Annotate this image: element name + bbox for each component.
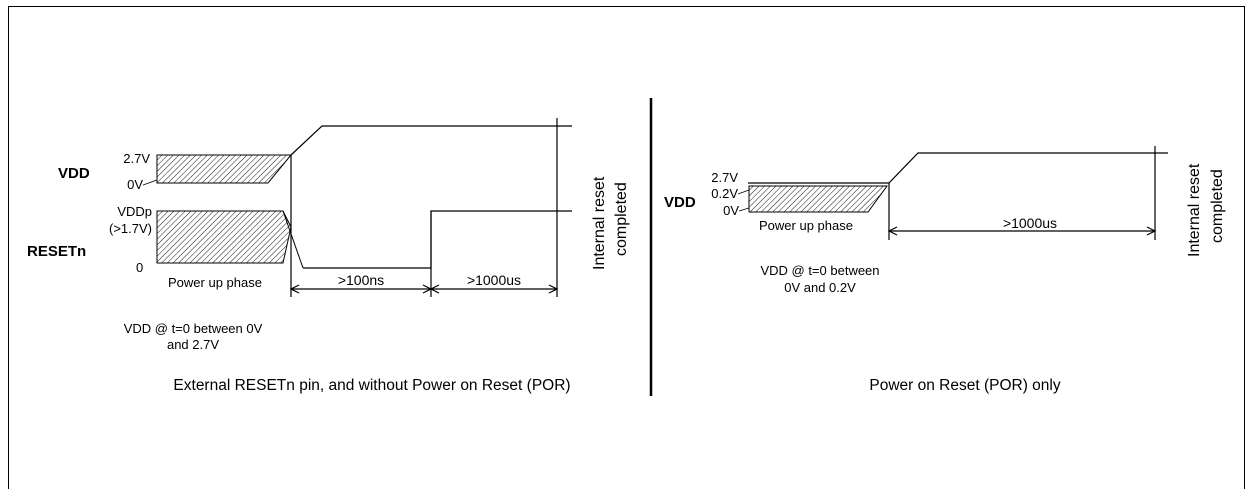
left-reset-high-label: VDDp — [117, 204, 152, 219]
left-reset-cross-line — [282, 210, 304, 269]
right-vdd-label: VDD — [664, 194, 696, 211]
right-internal-line-2: completed — [1209, 169, 1226, 243]
left-vdd-high-label: 2.7V — [123, 151, 150, 166]
left-note-line-1: VDD @ t=0 between 0V — [124, 321, 263, 336]
left-internal-line-2: completed — [613, 182, 630, 256]
right-vdd-hatched-region — [748, 185, 888, 213]
left-caption: External RESETn pin, and without Power o… — [173, 377, 570, 394]
right-caption: Power on Reset (POR) only — [869, 377, 1060, 394]
left-reset-high-note: (>1.7V) — [109, 221, 152, 236]
left-reset-low-label: 0 — [136, 260, 143, 275]
left-reset-waveform — [303, 210, 572, 269]
right-vdd-waveform — [888, 152, 1168, 184]
left-vdd-waveform — [290, 125, 572, 156]
right-arrow-2 — [1146, 226, 1157, 236]
left-vdd-low-label: 0V — [127, 177, 143, 192]
right-vdd-high-label: 2.7V — [711, 170, 738, 185]
right-vdd-mid-label: 0.2V — [711, 186, 738, 201]
left-vdd-low-leader — [142, 179, 158, 186]
right-note-line-1: VDD @ t=0 between — [760, 263, 879, 278]
right-internal-line-1: Internal reset — [1186, 163, 1203, 257]
right-arrow-1 — [887, 226, 898, 236]
left-delay-2-label: >1000us — [467, 272, 521, 288]
left-reset-hatched-region — [156, 210, 292, 264]
right-note-line-2: 0V and 0.2V — [784, 280, 856, 295]
left-panel: 2.7V 0V VDD VDDp (>1.7V) RESETn 0 Power … — [27, 118, 630, 394]
right-vdd-mid-leader — [737, 189, 750, 195]
left-note-line-2: and 2.7V — [167, 337, 219, 352]
left-reset-label: RESETn — [27, 243, 86, 260]
left-vdd-hatched-region — [156, 154, 293, 184]
left-phase-label: Power up phase — [168, 275, 262, 290]
left-vdd-label: VDD — [58, 165, 90, 182]
right-phase-label: Power up phase — [759, 218, 853, 233]
left-arrow-1 — [289, 284, 300, 294]
right-panel: 2.7V 0.2V 0V VDD Power up phase >1000us … — [664, 146, 1226, 394]
right-vdd-low-label: 0V — [723, 203, 739, 218]
left-arrow-4 — [548, 284, 559, 294]
right-vdd-low-leader — [738, 207, 750, 212]
right-delay-label: >1000us — [1003, 215, 1057, 231]
left-delay-1-label: >100ns — [338, 272, 384, 288]
left-internal-line-1: Internal reset — [591, 176, 608, 270]
left-arrow-3 — [429, 284, 440, 294]
